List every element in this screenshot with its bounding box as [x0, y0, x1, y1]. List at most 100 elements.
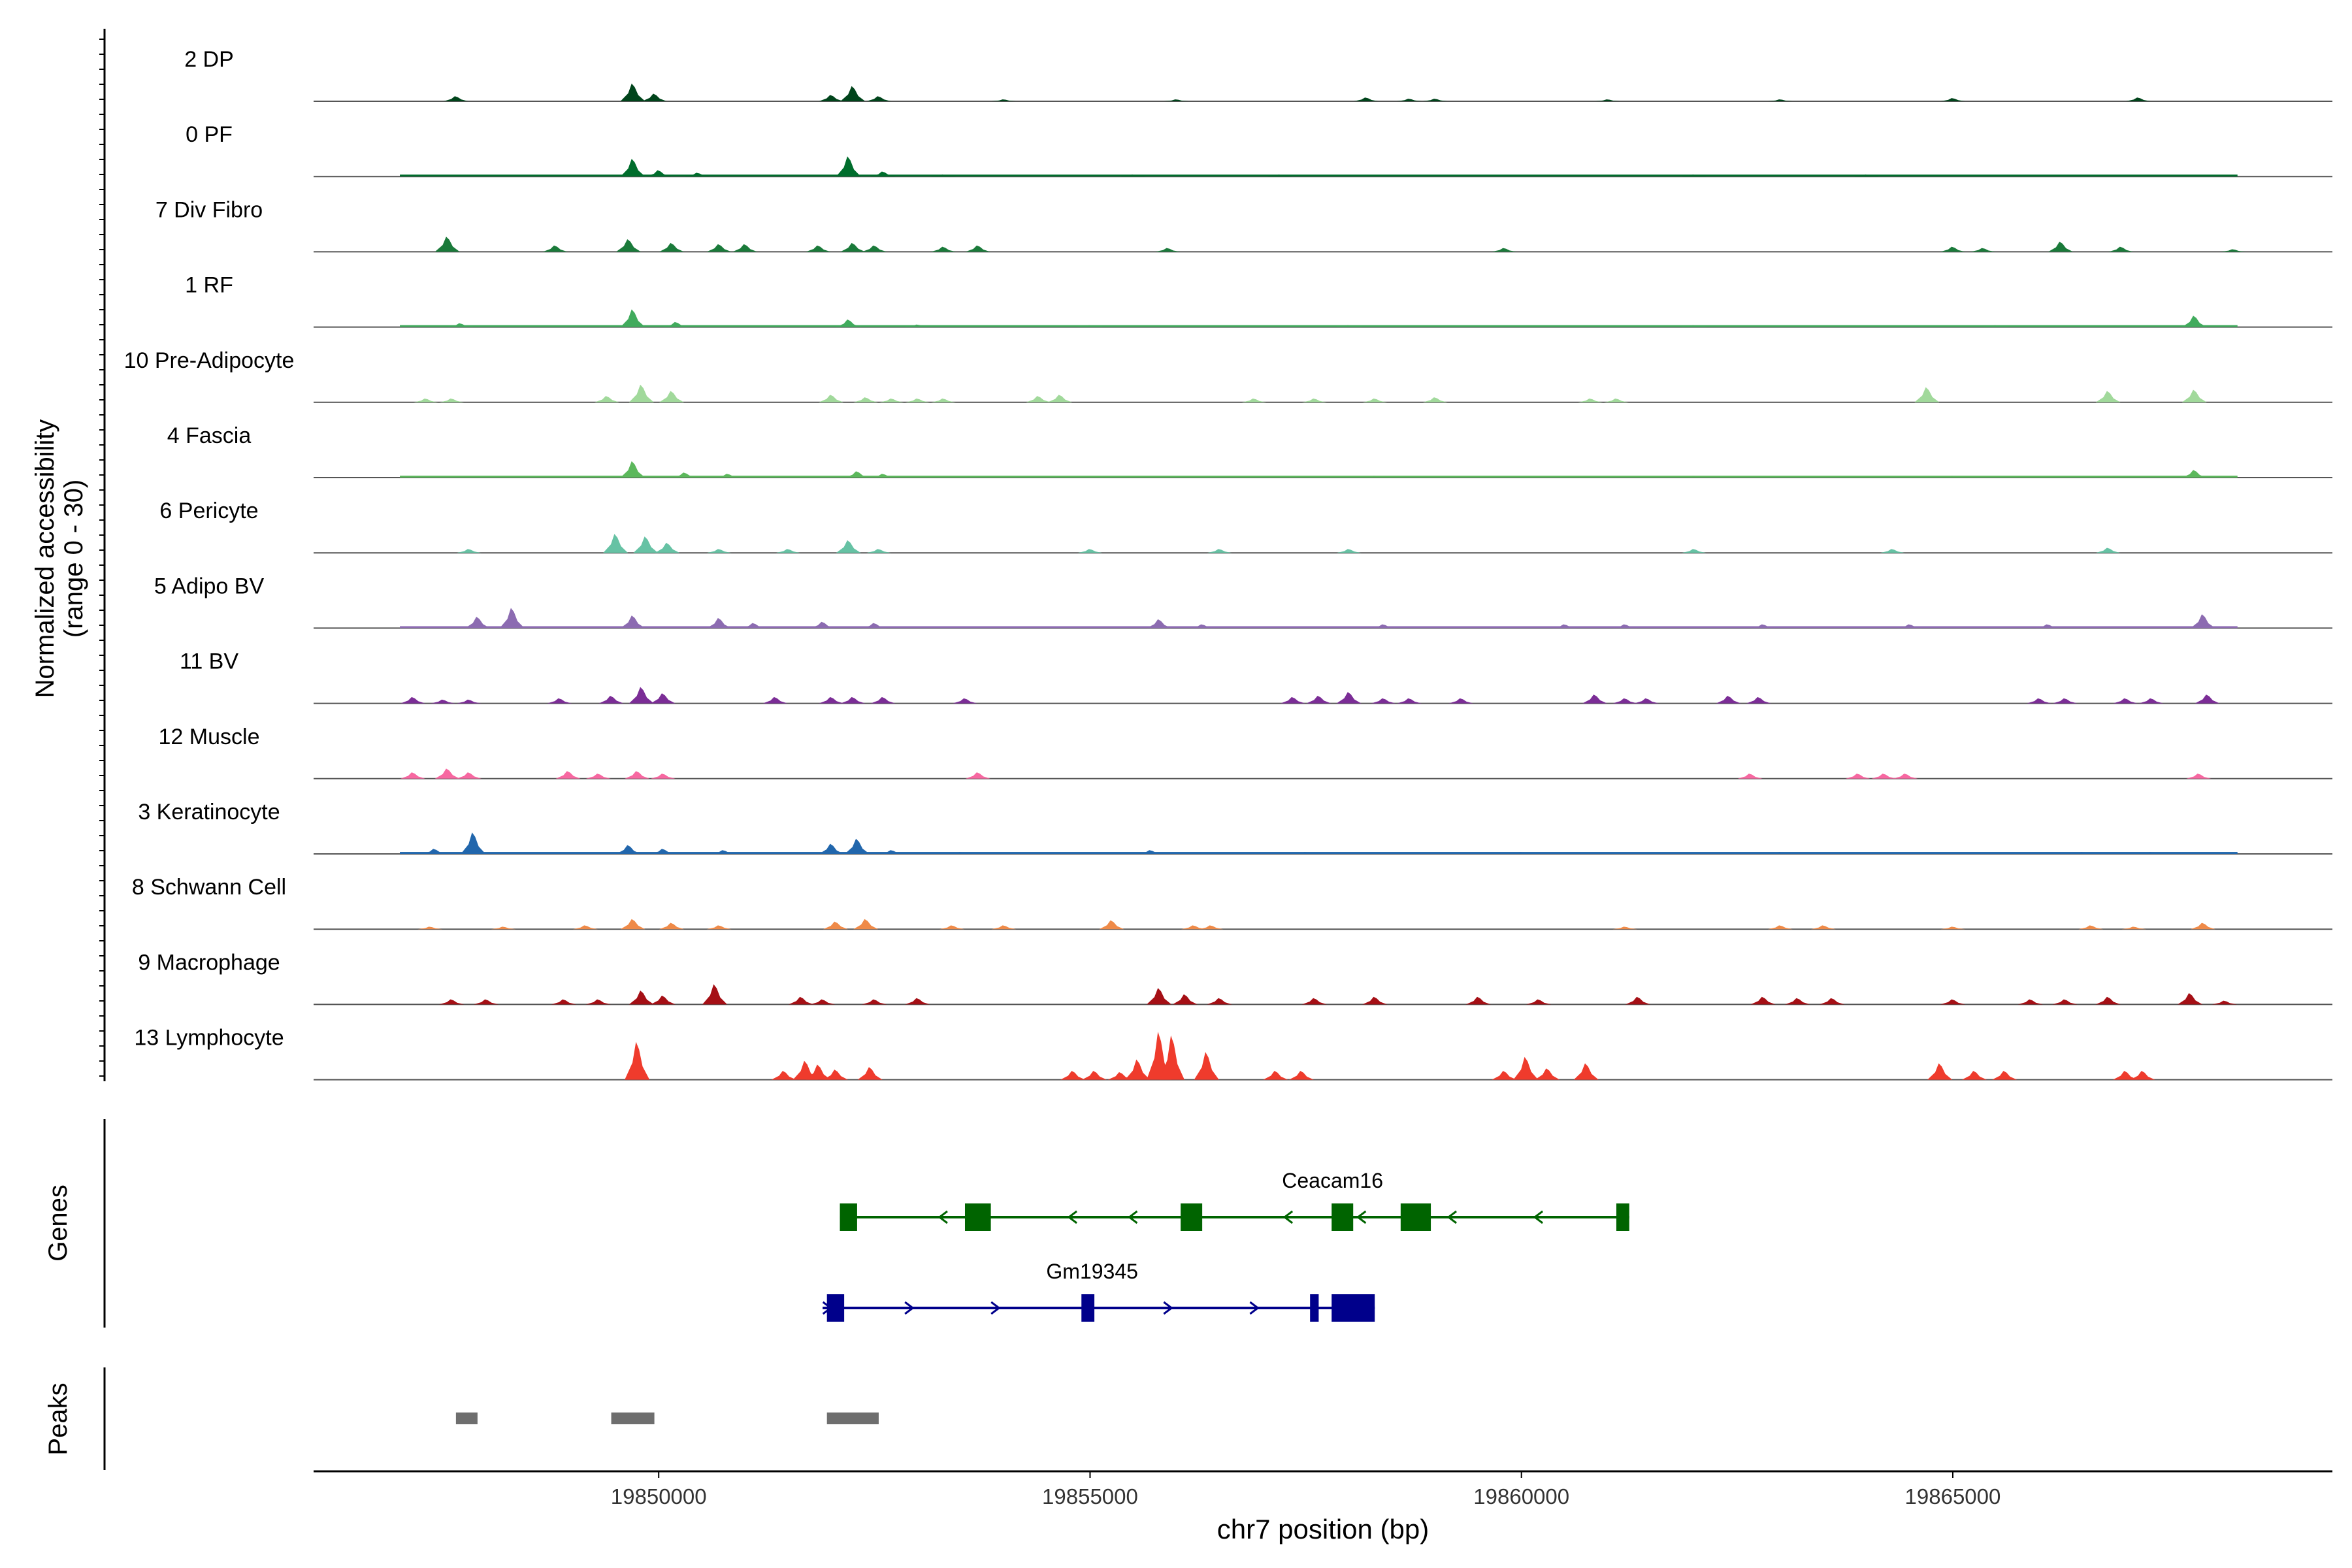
track-peak-4-fascia	[1681, 476, 1707, 478]
track-peak-7-div-fibro	[862, 245, 887, 252]
track-label-9-macrophage: 9 Macrophage	[138, 950, 280, 975]
track-peak-10-pre-adipocyte	[1362, 399, 1388, 402]
track-peak-3-keratinocyte	[948, 852, 973, 854]
track-peak-10-pre-adipocyte	[1603, 399, 1629, 402]
track-peak-6-pericyte	[1880, 549, 1905, 553]
track-peak-9-macrophage	[1625, 996, 1651, 1005]
track-peak-10-pre-adipocyte	[594, 396, 619, 402]
track-peak-2-dp	[620, 83, 645, 101]
peak-region	[455, 1413, 478, 1424]
track-6-pericyte: 6 Pericyte	[159, 498, 2332, 554]
track-peak-8-schwann-cell	[1612, 926, 1638, 930]
track-peak-1-rf	[1983, 325, 2009, 327]
track-peak-9-macrophage	[810, 999, 836, 1005]
track-peak-13-lymphocyte	[823, 1070, 848, 1080]
track-peak-7-div-fibro	[615, 239, 642, 252]
track-peak-9-macrophage	[1147, 988, 1172, 1005]
peak-region	[611, 1413, 655, 1424]
x-axis: 19850000 19855000 19860000 19865000 chr7 po…	[314, 1470, 2332, 1544]
track-peak-9-macrophage	[1785, 998, 1810, 1005]
track-peak-10-pre-adipocyte	[1422, 397, 1448, 402]
track-peak-13-lymphocyte	[1961, 1071, 1987, 1080]
track-peak-7-div-fibro	[1492, 248, 1517, 252]
track-peak-13-lymphocyte	[2130, 1071, 2155, 1080]
track-peak-2-dp	[1595, 99, 1620, 101]
track-peak-12-muscle	[650, 774, 676, 779]
track-peak-7-div-fibro	[840, 242, 866, 252]
track-peak-11-bv	[629, 687, 654, 704]
track-peak-9-macrophage	[1940, 999, 1965, 1005]
x-tick-label: 19865000	[1905, 1484, 2001, 1509]
track-peak-13-lymphocyte	[2113, 1071, 2138, 1080]
gene-gm19345: Gm19345	[822, 1260, 1375, 1322]
track-background-signal-5-adipo-bv	[400, 626, 2238, 629]
gene-strand-arrow-icon	[990, 1301, 1001, 1315]
track-peak-5-adipo-bv	[465, 617, 490, 629]
track-peak-4-fascia	[1362, 476, 1388, 478]
track-1-rf: 1 RF	[185, 273, 2332, 328]
track-peak-10-pre-adipocyte	[1026, 396, 1051, 402]
track-peak-11-bv	[870, 696, 896, 704]
track-peak-7-div-fibro	[706, 244, 732, 252]
track-peak-5-adipo-bv	[2035, 624, 2061, 629]
track-peak-0-pf	[620, 159, 645, 177]
track-peak-6-pericyte	[706, 549, 732, 553]
track-peak-0-pf	[836, 156, 861, 177]
track-peak-7-div-fibro	[434, 237, 460, 252]
track-peak-9-macrophage	[862, 999, 887, 1005]
track-peak-8-schwann-cell	[1198, 925, 1224, 930]
coverage-y-label-line2: (range 0 - 30)	[59, 480, 88, 638]
track-peak-6-pericyte	[603, 534, 629, 553]
peak-regions	[455, 1413, 879, 1424]
track-label-4-fascia: 4 Fascia	[167, 423, 252, 448]
track-peak-8-schwann-cell	[706, 925, 732, 930]
track-peak-3-keratinocyte	[461, 832, 486, 854]
peaks-panel-label: Peaks	[44, 1382, 73, 1455]
gene-exon-ceacam16	[1331, 1203, 1354, 1231]
x-axis-title: chr7 position (bp)	[1217, 1514, 1429, 1544]
track-peak-6-pericyte	[776, 549, 801, 553]
coverage-panel: Normalized accessibility (range 0 - 30) …	[31, 29, 2332, 1081]
gene-exon-gm19345	[1081, 1294, 1095, 1322]
track-peak-13-lymphocyte	[1513, 1056, 1539, 1080]
track-peak-9-macrophage	[1301, 998, 1327, 1005]
track-peak-10-pre-adipocyte	[659, 391, 685, 402]
track-peak-1-rf	[448, 323, 473, 327]
track-peak-10-pre-adipocyte	[439, 399, 465, 402]
track-peak-11-bv	[1336, 692, 1362, 704]
track-peak-8-schwann-cell	[1940, 926, 1965, 930]
peak-region	[826, 1413, 879, 1424]
track-peak-12-muscle	[1845, 774, 1870, 779]
track-background-signal-4-fascia	[400, 476, 2238, 478]
track-peak-2-dp	[1164, 99, 1189, 101]
gene-strand-arrow-icon	[1446, 1210, 1457, 1224]
coverage-y-label-line1: Normalized accessibility	[31, 419, 59, 698]
track-peak-9-macrophage	[650, 995, 676, 1005]
track-10-pre-adipocyte: 10 Pre-Adipocyte	[124, 348, 2332, 403]
track-peak-9-macrophage	[905, 998, 930, 1005]
track-peak-7-div-fibro	[1155, 248, 1181, 252]
track-peak-7-div-fibro	[930, 246, 956, 252]
track-peak-13-lymphocyte	[1992, 1071, 2017, 1080]
track-peak-3-keratinocyte	[1767, 852, 1793, 854]
track-peak-7-div-fibro	[542, 245, 568, 252]
track-peak-10-pre-adipocyte	[2095, 391, 2121, 402]
track-peak-1-rf	[1336, 325, 1362, 327]
track-peak-3-keratinocyte	[819, 843, 844, 854]
track-peak-4-fascia	[1940, 476, 1965, 478]
track-background-signal-3-keratinocyte	[400, 852, 2238, 854]
track-peak-6-pericyte	[456, 549, 482, 553]
track-7-div-fibro: 7 Div Fibro	[155, 197, 2332, 253]
track-peak-11-bv	[650, 693, 676, 704]
track-label-2-dp: 2 DP	[184, 47, 234, 72]
track-peak-0-pf	[870, 171, 896, 177]
track-peak-7-div-fibro	[2048, 241, 2074, 252]
track-13-lymphocyte: 13 Lymphocyte	[134, 1026, 2332, 1081]
track-peak-11-bv	[840, 696, 866, 704]
track-peak-13-lymphocyte	[625, 1041, 650, 1080]
track-peak-5-adipo-bv	[620, 615, 645, 629]
track-peak-5-adipo-bv	[1552, 624, 1577, 629]
track-peak-11-bv	[2195, 694, 2220, 704]
track-background-signal-0-pf	[400, 174, 2238, 177]
coverage-y-ticks	[99, 39, 105, 1077]
